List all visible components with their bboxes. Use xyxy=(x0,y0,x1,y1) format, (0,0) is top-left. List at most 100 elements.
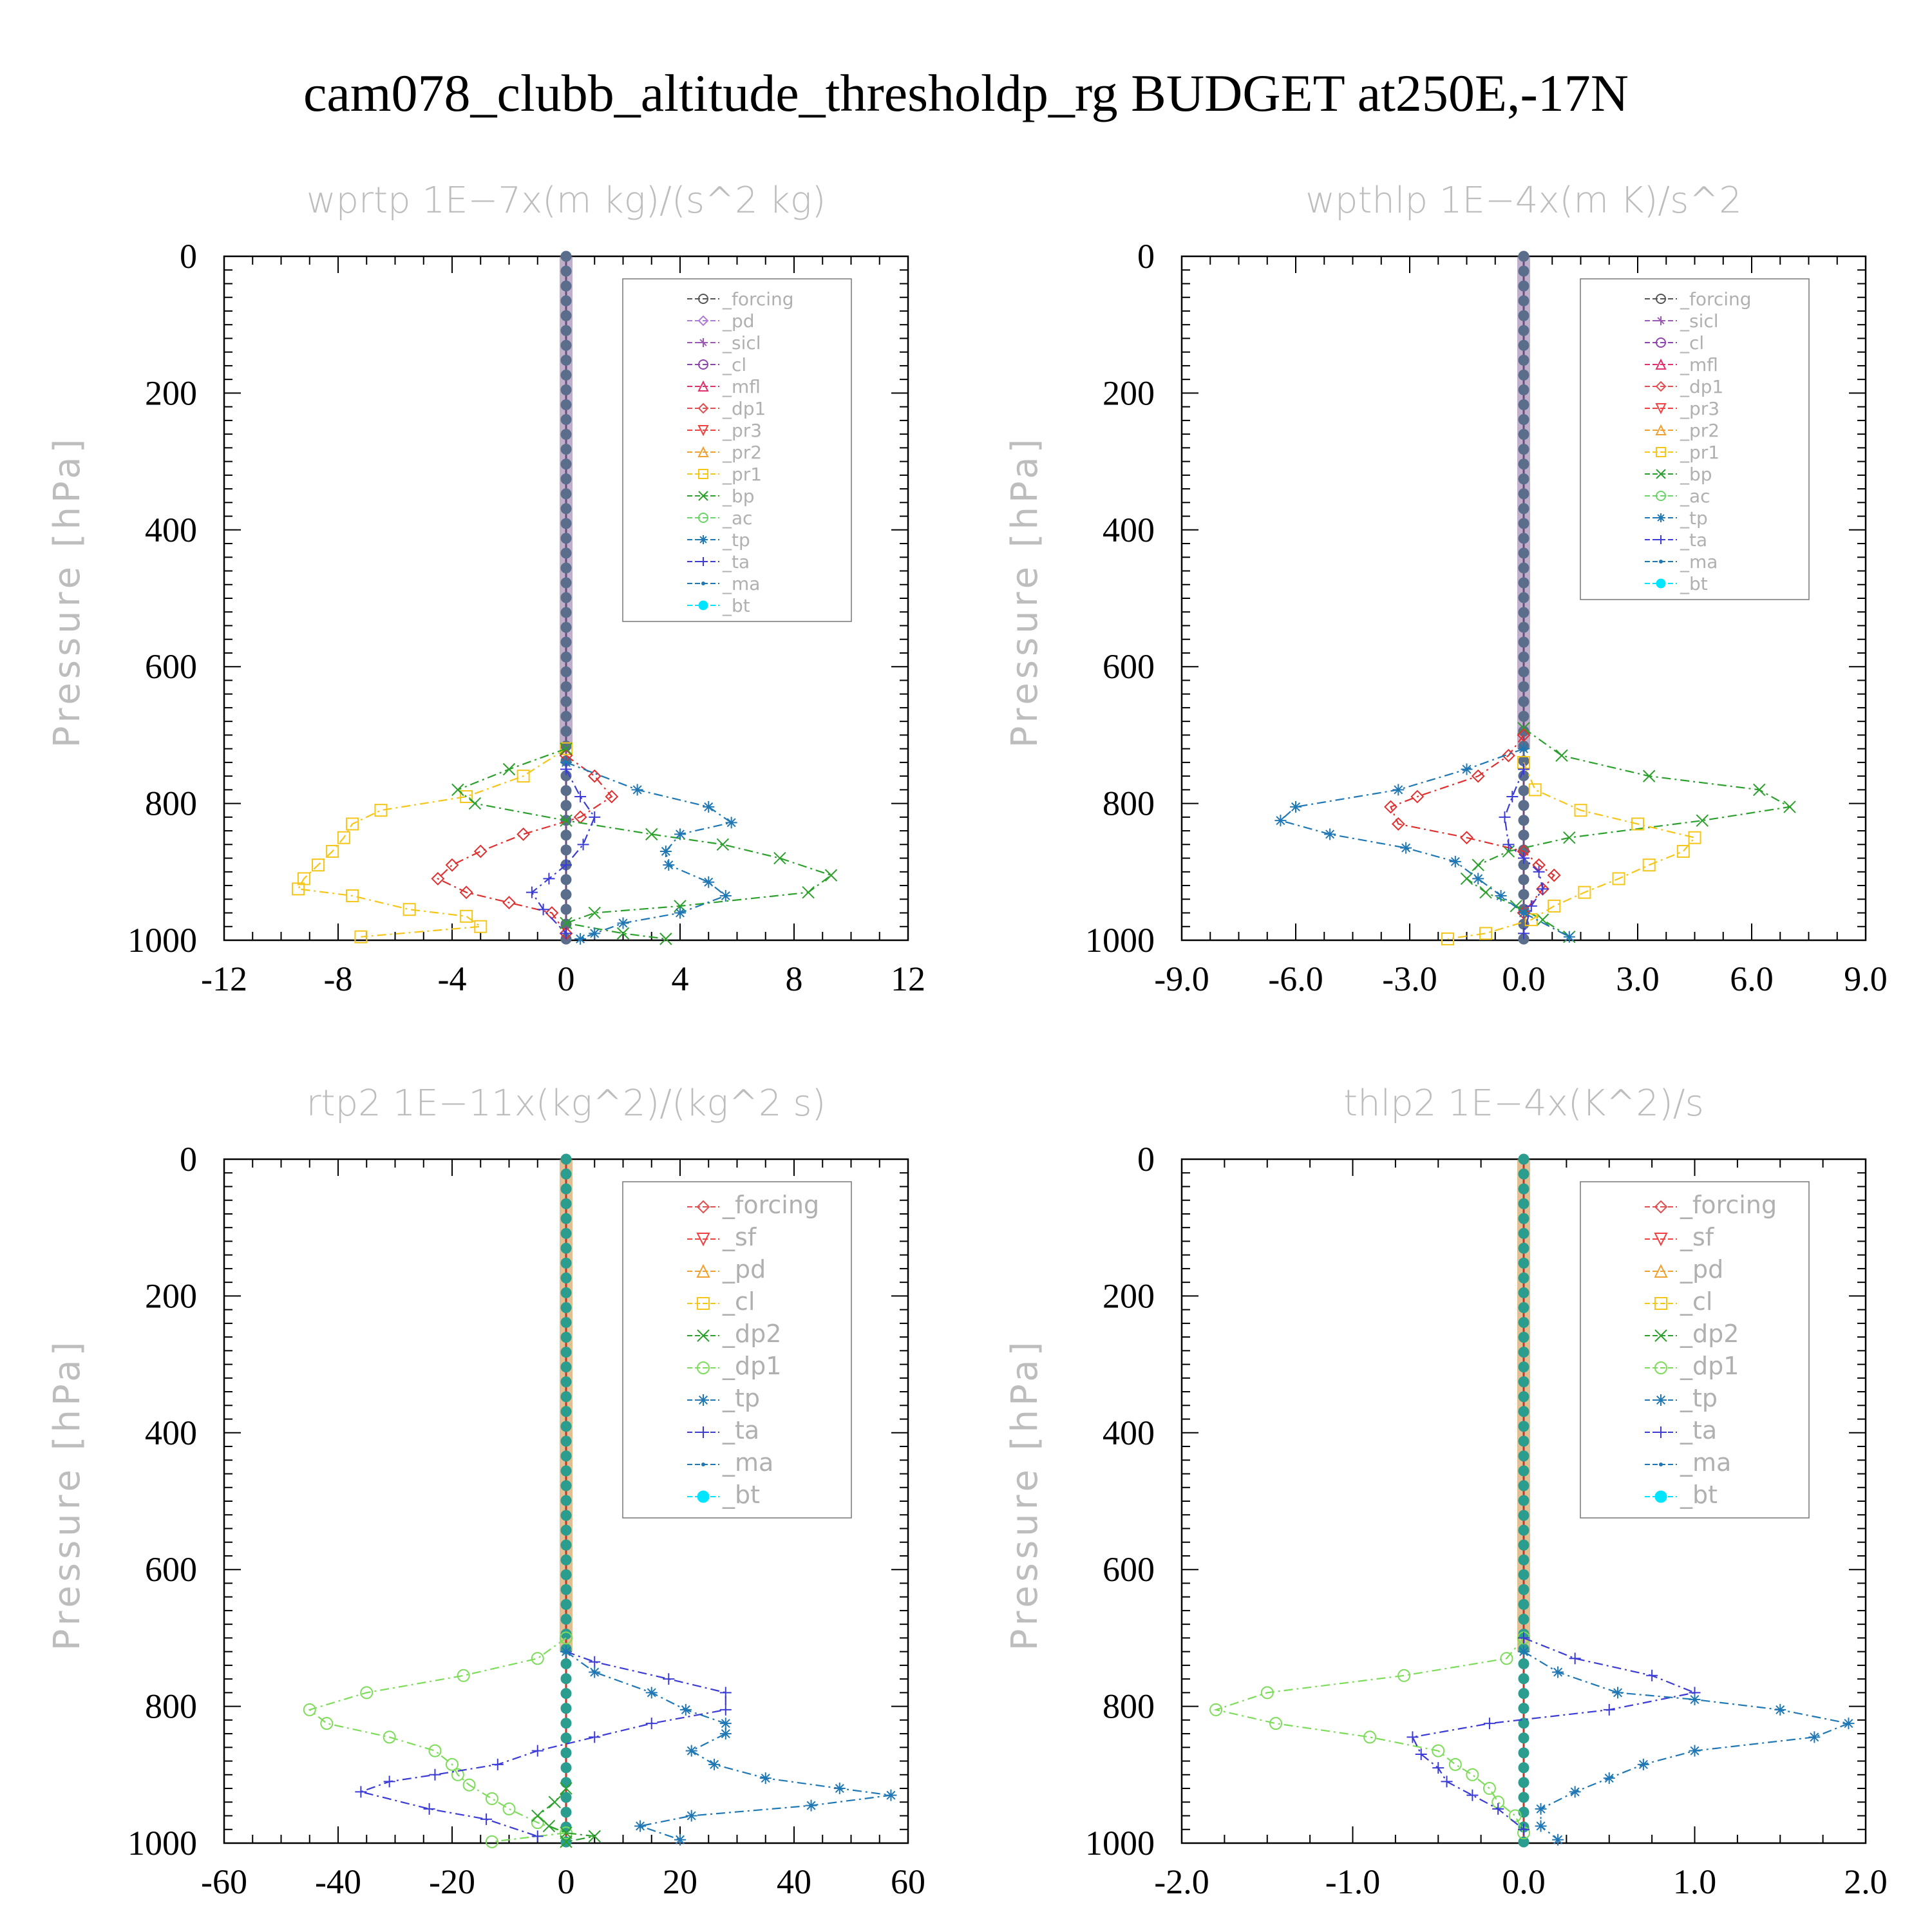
zero-series-point xyxy=(1518,681,1530,692)
series-line xyxy=(308,1637,567,1842)
data-point xyxy=(1612,1687,1624,1699)
y-tick-label: 600 xyxy=(145,647,197,686)
data-point xyxy=(346,817,359,831)
zero-series-point xyxy=(1518,1391,1530,1403)
zero-series-point xyxy=(560,325,572,336)
legend-marker xyxy=(698,469,708,479)
legend-label: _tp xyxy=(1680,507,1708,529)
data-point xyxy=(516,770,530,783)
zero-series-point xyxy=(1518,354,1530,366)
series-dp1 xyxy=(1384,728,1561,920)
data-point xyxy=(1689,1693,1701,1705)
series-dp1 xyxy=(431,748,619,940)
data-point xyxy=(560,814,573,827)
series-ta xyxy=(1499,763,1549,940)
zero-series-point xyxy=(560,1302,572,1313)
data-point xyxy=(1397,1669,1411,1682)
legend-item: _ma xyxy=(1645,1448,1731,1477)
zero-series-point xyxy=(1518,1598,1530,1610)
zero-series-point xyxy=(560,607,572,618)
y-axis-label: Pressure [hPa] xyxy=(46,1338,88,1651)
series-line xyxy=(1390,734,1555,914)
zero-series-point xyxy=(560,1227,572,1239)
zero-series-point xyxy=(560,592,572,603)
legend-item: _ma xyxy=(687,1448,773,1477)
zero-series-point xyxy=(560,1524,572,1536)
zero-series-point xyxy=(1518,1257,1530,1269)
data-point xyxy=(645,1687,658,1699)
data-point xyxy=(1460,872,1473,886)
data-point xyxy=(445,858,459,872)
data-point xyxy=(719,1718,732,1730)
series-dp1 xyxy=(303,1631,573,1848)
data-point xyxy=(1563,831,1576,844)
legend-item: _ma xyxy=(1645,551,1718,573)
legend-marker xyxy=(1654,1264,1668,1278)
x-tick-label: -4 xyxy=(438,960,467,998)
y-axis-label: Pressure [hPa] xyxy=(46,435,88,748)
data-point xyxy=(1209,1703,1223,1716)
data-point xyxy=(1441,1776,1453,1788)
legend-marker xyxy=(696,1233,710,1247)
data-point xyxy=(1466,1789,1479,1801)
series-ta xyxy=(355,1645,732,1842)
series-pr1 xyxy=(1441,755,1701,945)
legend-label: _ac xyxy=(722,507,753,529)
legend-marker xyxy=(1655,424,1667,435)
zero-series-point xyxy=(560,1332,572,1343)
legend-marker xyxy=(1655,403,1667,415)
data-point xyxy=(1448,1757,1462,1771)
legend-item: _pr2 xyxy=(687,442,762,463)
zero-series-point xyxy=(1518,1227,1530,1239)
legend-label: _ma xyxy=(722,573,760,594)
zero-series-point xyxy=(560,1361,572,1373)
data-point xyxy=(1432,1744,1445,1757)
data-point xyxy=(485,1835,498,1848)
y-tick-label: 1000 xyxy=(1085,921,1155,960)
zero-series-point xyxy=(1518,1198,1530,1209)
data-point xyxy=(402,903,416,916)
data-point xyxy=(560,756,572,768)
legend-label: _bt xyxy=(722,595,750,616)
legend-marker xyxy=(697,315,709,327)
zero-series-point xyxy=(560,1792,572,1803)
data-point xyxy=(1460,831,1473,845)
data-point xyxy=(1642,858,1656,872)
data-point xyxy=(1631,817,1644,831)
zero-series-point xyxy=(560,1480,572,1492)
legend-item: _tp xyxy=(687,529,750,551)
zero-series-point xyxy=(1518,251,1530,262)
y-tick-label: 600 xyxy=(1103,1550,1155,1589)
data-point xyxy=(1495,889,1507,902)
zero-series-point xyxy=(1518,1302,1530,1313)
legend-label: _cl xyxy=(722,354,746,375)
x-tick-label: 6.0 xyxy=(1730,960,1774,998)
y-tick-label: 1000 xyxy=(1085,1824,1155,1862)
x-tick-label: 9.0 xyxy=(1844,960,1888,998)
zero-series-point xyxy=(1518,621,1530,633)
legend-marker xyxy=(1655,358,1667,370)
legend-marker xyxy=(697,1426,709,1438)
zero-series-point xyxy=(560,681,572,692)
legend-label: _ta xyxy=(1680,529,1707,551)
y-tick-label: 200 xyxy=(1103,1276,1155,1315)
x-tick-label: -60 xyxy=(201,1862,247,1901)
data-point xyxy=(645,828,658,841)
zero-series-point xyxy=(1518,473,1530,485)
zero-series-point xyxy=(560,295,572,307)
zero-series-point xyxy=(560,829,572,841)
zero-series-point xyxy=(560,1450,572,1462)
legend-item: _dp1 xyxy=(1645,1352,1739,1380)
legend-label: _ma xyxy=(1680,1448,1731,1477)
data-point xyxy=(502,896,516,910)
y-tick-label: 0 xyxy=(1137,1140,1155,1179)
data-point xyxy=(1471,769,1485,783)
zero-series-point xyxy=(560,1554,572,1566)
data-point xyxy=(588,906,601,920)
legend-item: _cl xyxy=(687,354,746,375)
data-point xyxy=(833,1783,846,1795)
legend-marker xyxy=(1656,337,1666,348)
data-point xyxy=(431,872,445,886)
legend-marker xyxy=(697,425,709,437)
data-point xyxy=(1518,852,1530,864)
